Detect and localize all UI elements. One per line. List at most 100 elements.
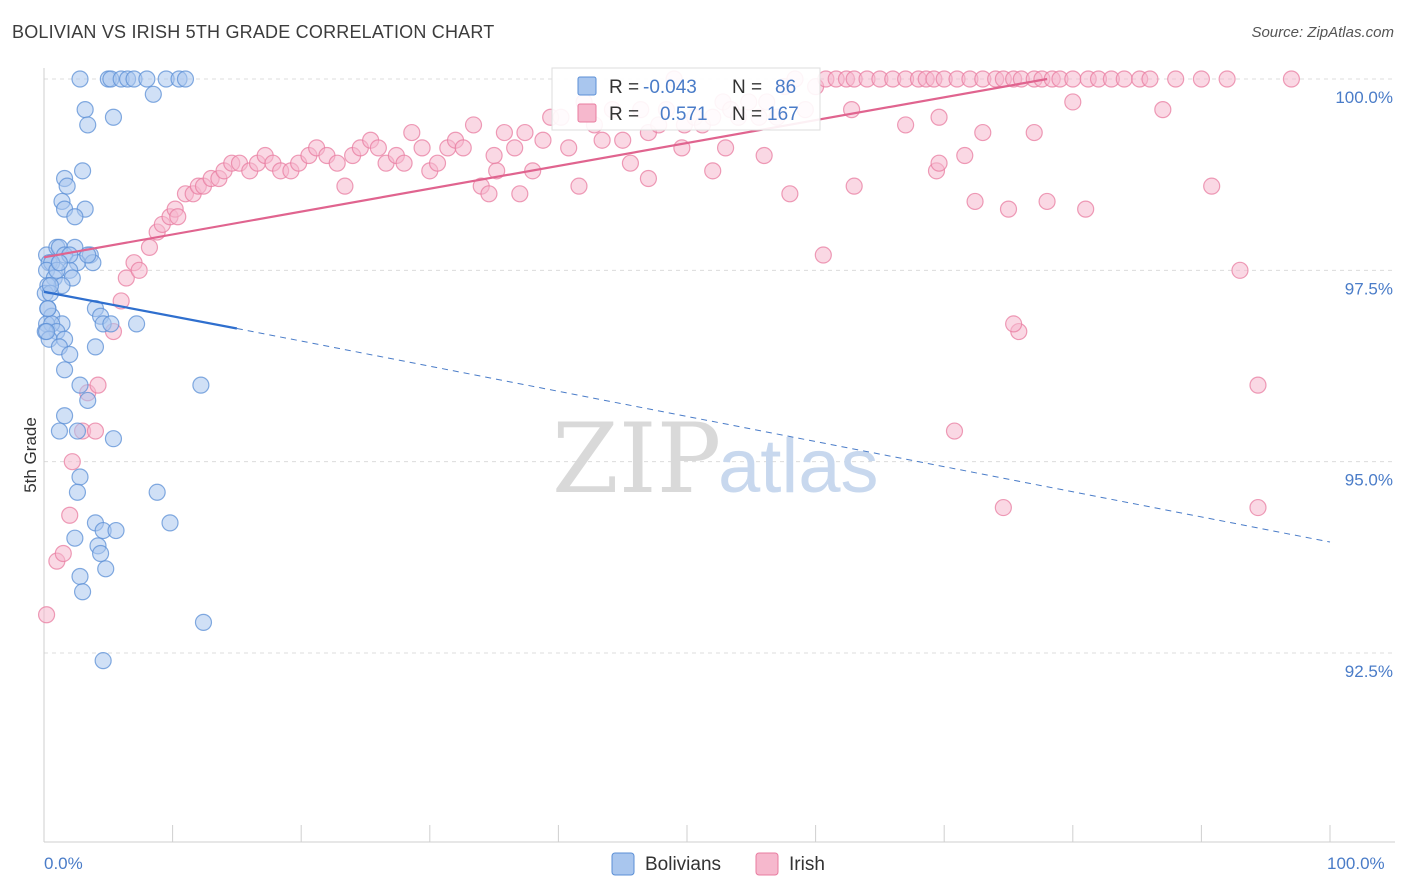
irish-point-11 — [117, 269, 135, 287]
irish-point-72 — [614, 131, 632, 149]
irish-point-48 — [403, 123, 421, 142]
irish-point-121 — [1115, 70, 1133, 88]
bolivians-point-63 — [104, 430, 123, 448]
irish-point-126 — [1218, 70, 1236, 88]
irish-point-117 — [1064, 70, 1082, 88]
bolivians-point-57 — [71, 376, 89, 394]
irish-point-150 — [1038, 192, 1056, 211]
bolivians-point-48 — [102, 315, 120, 333]
irish-point-155 — [1231, 261, 1249, 279]
irish-point-127 — [1282, 70, 1301, 88]
legend-n-label-irish: N = — [732, 104, 762, 125]
legend-r-label-bolivians: R = — [609, 77, 639, 98]
legend-n-value-irish: 167 — [767, 104, 799, 125]
irish-point-73 — [621, 154, 640, 172]
bolivians-point-49 — [127, 315, 146, 333]
irish-point-125 — [1192, 70, 1211, 88]
stats-legend: R = -0.043 N = 86 R = 0.571 N = 167 — [551, 67, 821, 131]
irish-trend-line — [43, 77, 1048, 259]
y-axis-title: 5th Grade — [21, 417, 40, 493]
stats-legend-box — [551, 67, 821, 131]
y-tick-labels: 100.0% 97.5% 95.0% 92.5% — [1335, 88, 1393, 681]
irish-point-14 — [140, 238, 159, 256]
bottom-legend-swatch-irish — [755, 852, 779, 876]
bolivians-point-77 — [194, 613, 213, 631]
bolivians-point-60 — [55, 407, 74, 425]
irish-point-40 — [336, 177, 354, 195]
bolivians-point-71 — [66, 529, 84, 547]
irish-point-130 — [930, 108, 948, 126]
irish-point-129 — [897, 116, 915, 134]
bolivians-point-13 — [79, 116, 97, 134]
bolivians-point-65 — [68, 483, 87, 501]
y-tick-label-0: 100.0% — [1335, 88, 1393, 107]
irish-point-123 — [1141, 70, 1159, 88]
legend-r-value-bolivians: -0.043 — [643, 77, 697, 98]
chart-title: BOLIVIAN VS IRISH 5TH GRADE CORRELATION … — [12, 22, 495, 42]
series-legend: Bolivians Irish — [611, 852, 825, 876]
irish-point-66 — [560, 139, 578, 157]
irish-point-131 — [974, 123, 992, 142]
y-tick-label-2: 95.0% — [1345, 471, 1393, 490]
bolivians-point-69 — [107, 521, 125, 540]
irish-point-143 — [845, 177, 863, 195]
watermark-atlas: atlas — [718, 424, 879, 509]
data-points — [36, 70, 1301, 670]
bolivians-point-56 — [55, 361, 74, 379]
irish-point-133 — [1154, 101, 1172, 119]
bolivians-point-66 — [148, 483, 166, 501]
bolivians-point-84 — [50, 254, 69, 272]
bolivians-point-59 — [79, 391, 97, 410]
irish-point-54 — [454, 139, 472, 157]
source-label: Source: ZipAtlas.com — [1251, 24, 1394, 41]
bolivians-point-20 — [66, 208, 84, 226]
irish-point-147 — [966, 192, 984, 211]
bolivians-point-16 — [58, 177, 76, 195]
bolivians-point-73 — [91, 544, 110, 563]
bolivians-point-14 — [73, 162, 92, 180]
irish-point-3 — [61, 506, 79, 524]
irish-point-154 — [1005, 315, 1023, 333]
y-tick-label-1: 97.5% — [1345, 279, 1393, 298]
irish-point-2 — [54, 544, 72, 563]
irish-point-63 — [534, 131, 552, 149]
bolivians-point-12 — [104, 108, 123, 126]
watermark-zip: ZIP — [552, 403, 721, 515]
bottom-legend-label-irish: Irish — [789, 854, 825, 875]
irish-point-67 — [570, 177, 588, 195]
irish-point-158 — [994, 498, 1012, 517]
irish-point-49 — [413, 139, 431, 157]
irish-point-0 — [37, 606, 56, 624]
irish-point-134 — [485, 146, 503, 165]
legend-n-value-bolivians: 86 — [775, 77, 796, 98]
irish-point-70 — [593, 131, 611, 149]
irish-point-141 — [781, 185, 799, 203]
irish-point-19 — [169, 208, 187, 226]
bolivians-point-80 — [39, 300, 57, 318]
bolivians-point-74 — [97, 560, 115, 578]
bolivians-point-78 — [94, 652, 112, 670]
y-tick-label-3: 92.5% — [1345, 662, 1393, 681]
axes — [43, 68, 1395, 843]
legend-swatch-irish — [577, 103, 597, 123]
bolivians-point-58 — [192, 376, 210, 394]
irish-point-140 — [755, 146, 773, 165]
irish-point-146 — [956, 146, 974, 165]
bolivians-point-10 — [144, 85, 162, 103]
x-tick-label-right: 100.0% — [1327, 854, 1385, 873]
irish-point-142 — [814, 246, 832, 264]
irish-point-4 — [63, 453, 81, 471]
bolivians-point-75 — [71, 567, 89, 586]
irish-point-13 — [130, 261, 148, 279]
irish-point-55 — [464, 116, 483, 134]
bolivians-point-64 — [71, 468, 89, 486]
bolivians-point-62 — [68, 422, 87, 440]
bolivians-trend-extension — [236, 328, 1331, 543]
irish-point-151 — [1077, 200, 1095, 218]
bolivians-point-54 — [86, 338, 105, 356]
irish-point-60 — [506, 139, 524, 157]
irish-point-149 — [1025, 123, 1043, 142]
bottom-legend-swatch-bolivians — [611, 852, 635, 876]
bolivians-point-55 — [61, 345, 79, 364]
